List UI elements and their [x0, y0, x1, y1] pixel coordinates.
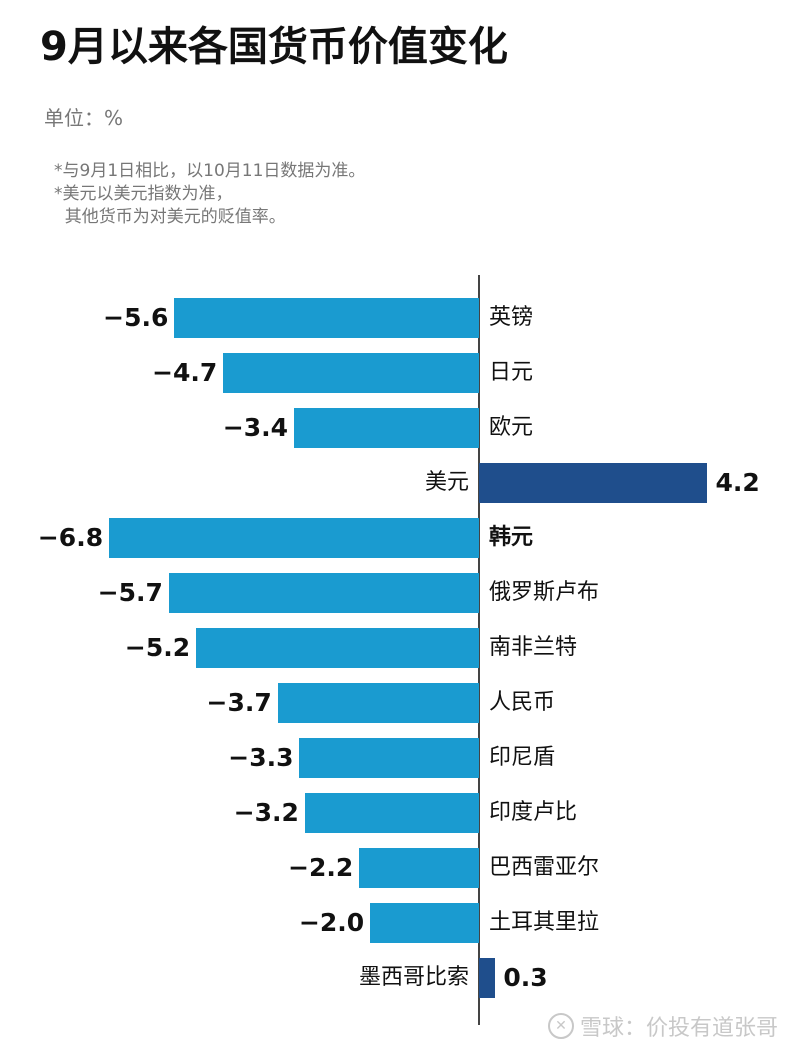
snowball-logo-icon: ✕ — [547, 1013, 574, 1039]
bar-row: −5.6 英镑 — [0, 298, 800, 338]
unit-label: 单位：% — [44, 106, 124, 130]
category-label: 人民币 — [489, 690, 556, 715]
category-label: 俄罗斯卢布 — [489, 580, 600, 605]
value-label: −6.8 — [37, 523, 104, 552]
category-label: 美元 — [424, 470, 469, 495]
bar — [109, 518, 479, 558]
bar-row: −3.4 欧元 — [0, 408, 800, 448]
value-label: −3.2 — [233, 798, 299, 827]
value-label: −4.7 — [152, 358, 218, 387]
value-label: −5.2 — [124, 633, 191, 662]
bar-row: −6.8 韩元 — [0, 518, 800, 558]
bar — [168, 573, 479, 613]
bar-row: −3.7 人民币 — [0, 683, 800, 723]
category-label: 印尼盾 — [489, 745, 556, 770]
bar-row: −3.3 印尼盾 — [0, 738, 800, 778]
bar — [223, 353, 479, 393]
value-label: −3.3 — [228, 743, 294, 772]
watermark-text: 雪球：价投有道张哥 — [579, 1016, 778, 1041]
bar — [479, 463, 708, 503]
value-label: −2.2 — [288, 853, 354, 882]
value-label: −5.7 — [97, 578, 163, 607]
value-label: −2.0 — [298, 908, 365, 937]
category-label: 巴西雷亚尔 — [489, 855, 600, 880]
category-label: 日元 — [489, 360, 534, 385]
bar — [277, 683, 479, 723]
bar — [174, 298, 479, 338]
category-label: 土耳其里拉 — [489, 910, 600, 935]
bar — [359, 848, 479, 888]
bar-row: 4.2 美元 — [0, 463, 800, 503]
category-label: 印度卢比 — [489, 800, 578, 825]
bar-row: 0.3 墨西哥比索 — [0, 958, 800, 998]
value-label: −3.4 — [222, 413, 289, 442]
chart-title: 9月以来各国货币价值变化 — [40, 24, 508, 70]
bar-row: −2.0 土耳其里拉 — [0, 903, 800, 943]
category-label: 墨西哥比索 — [358, 965, 469, 990]
bar — [299, 738, 479, 778]
bar-row: −5.7 俄罗斯卢布 — [0, 573, 800, 613]
bar — [370, 903, 479, 943]
category-label: 韩元 — [489, 525, 534, 550]
category-label: 英镑 — [489, 305, 534, 330]
bar — [479, 958, 496, 998]
value-label: 0.3 — [503, 963, 548, 992]
watermark: ✕ 雪球：价投有道张哥 — [547, 1010, 778, 1042]
bar-row: −3.2 印度卢比 — [0, 793, 800, 833]
chart-notes: *与9月1日相比，以10月11日数据为准。 *美元以美元指数为准， 其他货币为对… — [54, 160, 365, 229]
category-label: 欧元 — [489, 415, 534, 440]
note-line: 其他货币为对美元的贬值率。 — [54, 207, 286, 227]
value-label: 4.2 — [715, 468, 760, 497]
zero-axis-line — [478, 275, 480, 1025]
bar-row: −2.2 巴西雷亚尔 — [0, 848, 800, 888]
bar — [294, 408, 479, 448]
value-label: −3.7 — [206, 688, 272, 717]
note-line: *与9月1日相比，以10月11日数据为准。 — [54, 161, 366, 181]
value-label: −5.6 — [103, 303, 169, 332]
category-label: 南非兰特 — [489, 635, 578, 660]
bar — [196, 628, 479, 668]
bar — [304, 793, 479, 833]
bar-row: −5.2 南非兰特 — [0, 628, 800, 668]
bar-row: −4.7 日元 — [0, 353, 800, 393]
note-line: *美元以美元指数为准， — [54, 184, 233, 204]
